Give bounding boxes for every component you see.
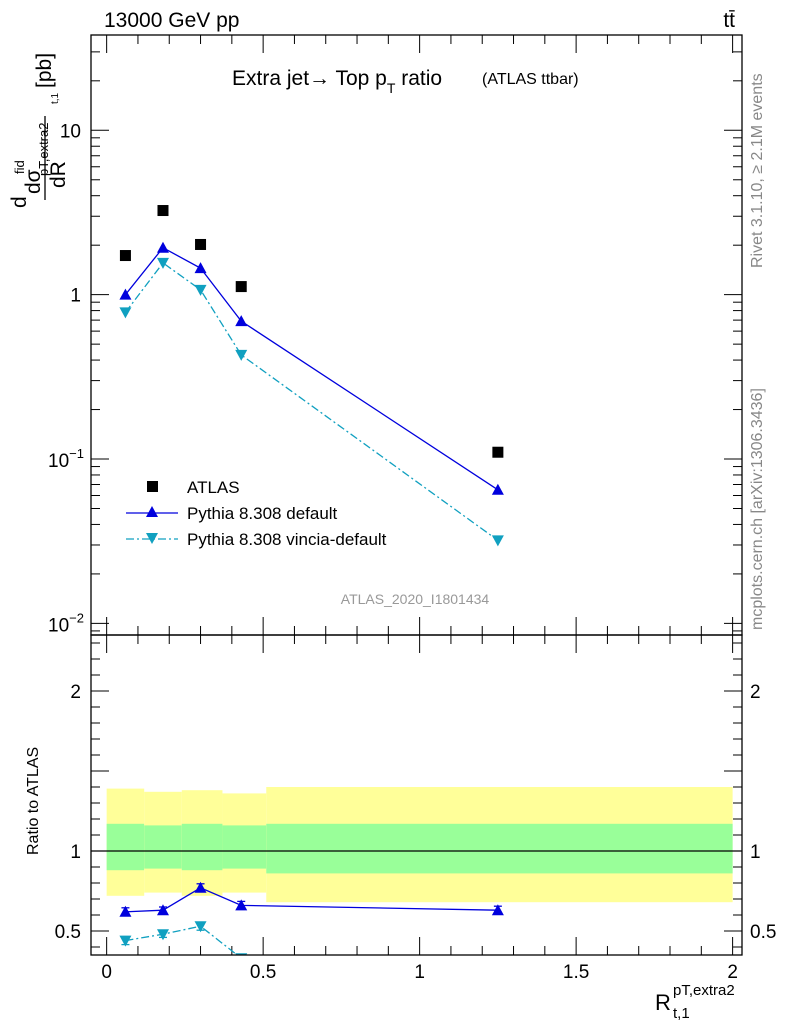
legend: ATLAS Pythia 8.308 default Pythia 8.308 …	[126, 478, 387, 549]
uncertainty-band-inner	[222, 825, 267, 869]
pythia-vincia-ratio-point	[119, 935, 132, 947]
main-ticks	[91, 35, 742, 635]
ratio-y-tick-label: 0.5	[55, 922, 81, 943]
svg-text:t,1: t,1	[50, 92, 61, 104]
ratio-y-tick-label: 1	[70, 842, 81, 863]
ratio-series	[119, 881, 504, 955]
atlas-data-point	[195, 238, 207, 250]
svg-text:[pb]: [pb]	[33, 53, 56, 88]
atlas-data-point	[119, 250, 131, 262]
ratio-series-group	[119, 881, 504, 955]
x-tick-label: 1	[414, 962, 425, 983]
x-tick-label: 0	[101, 962, 112, 983]
svg-text:t,1: t,1	[673, 1005, 690, 1022]
atlas-data-point	[235, 281, 247, 293]
ratio-y-tick-label: 2	[70, 682, 81, 703]
rivet-label: Rivet 3.1.10, ≥ 2.1M events	[749, 73, 766, 268]
x-tick-label: 2	[727, 962, 738, 983]
atlas-data-point	[492, 446, 504, 458]
uncertainty-band-inner	[266, 823, 733, 874]
ratio-y-tick-label-right: 0.5	[750, 922, 776, 943]
svg-text:pT,extra2: pT,extra2	[36, 123, 51, 176]
ratio-panel: 0.5 0.5 1 1 2 2 0 0.5 1 1.5 2 Ratio to ATLAS R pT,…	[25, 634, 777, 1022]
pythia-default-ratio-point	[235, 899, 248, 911]
process-label: tt̄	[723, 9, 735, 32]
analysis-label: ATLAS_2020_I1801434	[341, 591, 490, 607]
legend-marker-atlas	[147, 481, 158, 492]
pythia-default-ratio-point	[156, 904, 169, 916]
legend-label-pythia-vincia: Pythia 8.308 vincia-default	[187, 530, 387, 549]
uncertainty-band-inner	[106, 823, 145, 871]
pythia-vincia-ratio-point	[194, 921, 207, 933]
svg-text:fid: fid	[12, 160, 27, 174]
ratio-frame	[90, 634, 743, 956]
ratio-y-tick-label-right: 2	[750, 682, 761, 703]
legend-label-atlas: ATLAS	[187, 478, 240, 497]
pythia-default-point	[235, 315, 248, 327]
main-y-tick-label: 1	[70, 286, 81, 307]
uncertainty-band-inner	[144, 825, 182, 869]
legend-label-pythia-default: Pythia 8.308 default	[187, 504, 338, 523]
ratio-y-tick-label-right: 1	[750, 842, 761, 863]
pythia-vincia-point	[491, 535, 504, 547]
pythia-default-ratio-point	[119, 905, 132, 917]
pythia-vincia-point	[119, 307, 132, 319]
atlas-data-point	[157, 205, 169, 217]
x-tick-label: 1.5	[563, 962, 589, 983]
main-title-small: (ATLAS ttbar)	[482, 71, 579, 88]
energy-label: 13000 GeV pp	[104, 9, 239, 32]
main-y-tick-label: 10	[60, 121, 81, 142]
x-tick-label: 0.5	[250, 962, 276, 983]
main-y-axis-label: d dσ fid pT,extra2 t,1 dR [pb]	[8, 53, 70, 208]
svg-text:R: R	[655, 990, 671, 1015]
ratio-bands	[91, 787, 742, 903]
pythia-vincia-ratio-line	[125, 925, 239, 955]
pythia-default-point	[491, 483, 504, 495]
pythia-vincia-ratio-point	[156, 929, 169, 941]
pythia-default-point	[119, 288, 132, 300]
legend-marker-pythia-default	[146, 506, 158, 517]
ratio-y-axis-label: Ratio to ATLAS	[25, 747, 42, 855]
pythia-vincia-point	[194, 284, 207, 296]
pythia-vincia-point	[235, 349, 248, 361]
pythia-default-ratio-point	[491, 904, 504, 916]
main-y-tick-exponent: −2	[69, 610, 84, 625]
main-title: Extra jet→ Top pT ratio	[232, 67, 442, 96]
main-y-tick-exponent: −1	[69, 446, 84, 461]
svg-text:pT,extra2: pT,extra2	[673, 982, 735, 999]
main-markers	[119, 205, 504, 547]
legend-marker-pythia-vincia	[146, 533, 158, 544]
svg-text:dR: dR	[47, 161, 70, 188]
svg-text:dσ: dσ	[22, 169, 45, 194]
pythia-default-point	[156, 241, 169, 253]
pythia-default-point	[194, 262, 207, 274]
pythia-vincia-point	[156, 257, 169, 269]
uncertainty-band-inner	[181, 823, 223, 871]
svg-text:d: d	[8, 196, 31, 208]
pythia-default-ratio-point	[194, 881, 207, 893]
ratio-tick-labels: 0.5 0.5 1 1 2 2 0 0.5 1 1.5 2	[55, 682, 777, 983]
x-axis-label: R pT,extra2 t,1	[655, 982, 735, 1022]
mcplots-label: mcplots.cern.ch [arXiv:1306.3436]	[749, 388, 766, 630]
ratio-ticks	[91, 635, 742, 955]
